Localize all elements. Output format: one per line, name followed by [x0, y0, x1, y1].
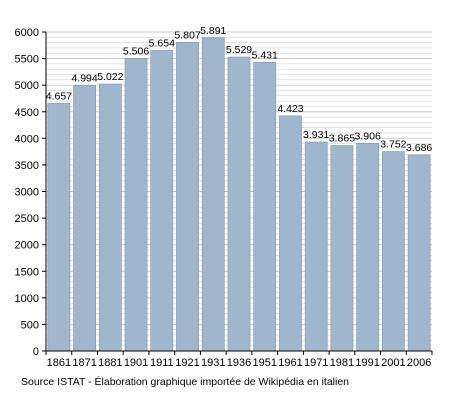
- source-caption: Source ISTAT - Élaboration graphique imp…: [21, 376, 350, 388]
- x-tick-label: 1981: [330, 357, 354, 369]
- x-tick-label: 1936: [227, 357, 251, 369]
- bar-1936: [227, 56, 251, 352]
- bar-1931: [201, 37, 225, 352]
- x-tick-label: 1911: [150, 357, 174, 369]
- data-label: 5.891: [200, 25, 226, 37]
- bar-1961: [279, 115, 302, 352]
- y-tick-label: 3000: [15, 187, 39, 199]
- y-tick-label: 3500: [15, 160, 39, 172]
- data-label: 4.994: [71, 72, 97, 84]
- y-tick-label: 1500: [15, 266, 39, 278]
- data-label: 3.752: [380, 139, 406, 151]
- x-tick-label: 1951: [252, 357, 276, 369]
- x-tick-label: 1961: [278, 357, 302, 369]
- data-label: 5.529: [226, 44, 252, 56]
- x-tick-label: 1861: [47, 357, 71, 369]
- bars: [47, 37, 431, 352]
- x-tick-label: 1921: [175, 357, 199, 369]
- data-label: 3.906: [355, 130, 381, 142]
- x-tick-label: 1881: [98, 357, 122, 369]
- x-tick-label: 1971: [304, 357, 328, 369]
- data-label: 5.022: [97, 71, 123, 83]
- bar-1971: [304, 141, 328, 352]
- y-tick-label: 0: [33, 346, 39, 358]
- y-tick-label: 2500: [15, 213, 39, 225]
- bar-2001: [382, 151, 405, 352]
- data-label: 4.657: [46, 90, 72, 102]
- data-label: 4.423: [277, 103, 303, 115]
- y-tick-label: 4500: [15, 107, 39, 119]
- data-label: 3.865: [329, 133, 355, 145]
- x-tick-label: 1991: [355, 357, 379, 369]
- bar-1901: [124, 57, 148, 352]
- bar-2006: [407, 154, 431, 352]
- y-tick-label: 500: [21, 319, 39, 331]
- y-axis-ticks: 0 500 1000 1500 2000 2500 3000 3500 4000 4500 5000…: [15, 27, 46, 358]
- y-tick-label: 1000: [15, 293, 39, 305]
- bar-1861: [47, 103, 71, 352]
- bar-1881: [98, 83, 122, 352]
- x-tick-label: 1871: [72, 357, 96, 369]
- y-tick-label: 5000: [15, 80, 39, 92]
- data-label: 3.931: [303, 129, 329, 141]
- x-tick-label: 1931: [201, 357, 225, 369]
- bar-1921: [176, 41, 199, 352]
- y-tick-label: 4000: [15, 133, 39, 145]
- bar-1871: [73, 85, 96, 352]
- x-tick-label: 2001: [381, 357, 405, 369]
- y-tick-label: 5500: [15, 54, 39, 66]
- bar-1991: [356, 143, 380, 352]
- data-label: 5.807: [174, 29, 200, 41]
- bar-1951: [253, 61, 277, 352]
- bar-1911: [150, 50, 174, 352]
- data-label: 5.506: [123, 45, 149, 57]
- data-label: 5.654: [149, 37, 175, 49]
- x-tick-label: 2006: [407, 357, 431, 369]
- data-label: 3.686: [406, 142, 432, 154]
- bar-1981: [330, 145, 354, 352]
- x-axis-ticks: 1861 1871 1881 1901 1911 1921 1931 1936 1951 1961…: [45, 351, 433, 369]
- data-label: 5.431: [252, 49, 278, 61]
- y-tick-label: 6000: [15, 27, 39, 39]
- x-tick-label: 1901: [124, 357, 148, 369]
- y-tick-label: 2000: [15, 240, 39, 252]
